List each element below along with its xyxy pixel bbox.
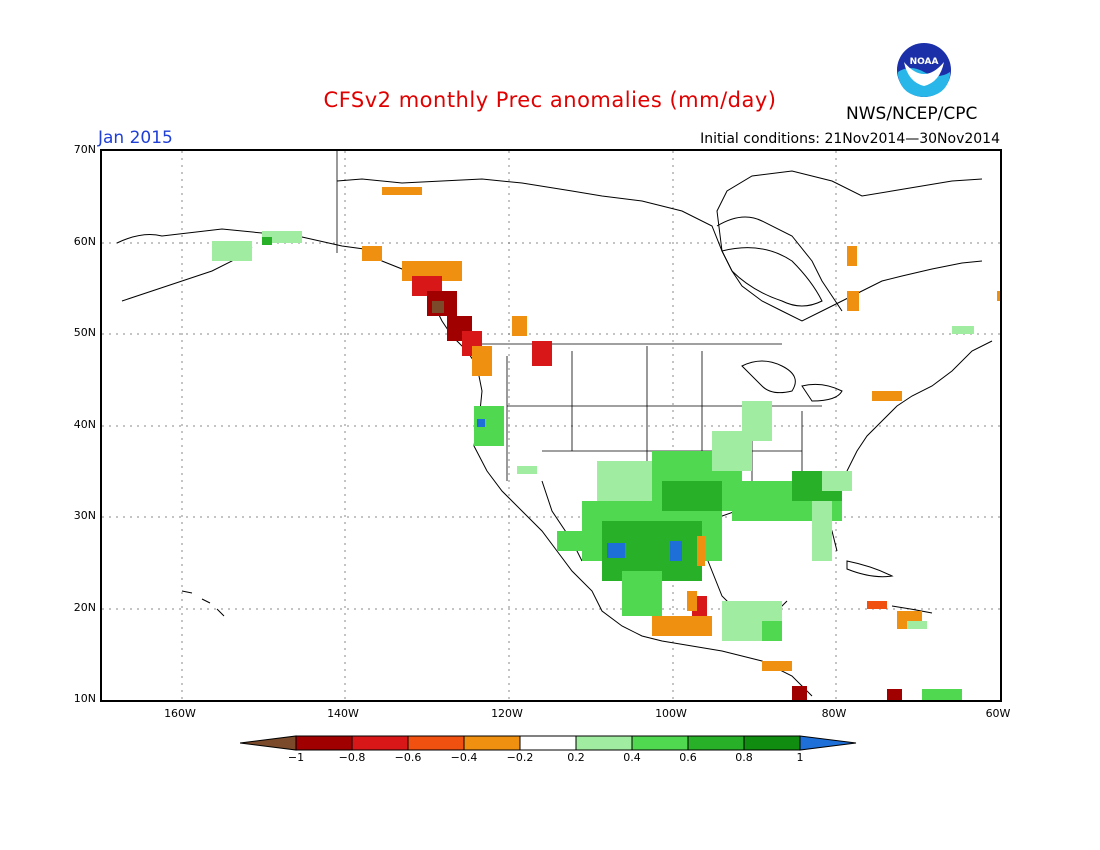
lat-label-50n: 50N: [73, 326, 96, 339]
lon-label-60w: 60W: [985, 707, 1011, 720]
legend-arrow-high: [799, 735, 857, 751]
legend-tick-label: −0.4: [450, 751, 478, 764]
svg-text:NOAA: NOAA: [910, 57, 939, 67]
lat-label-70n: 70N: [73, 143, 96, 156]
legend-swatch: [687, 735, 745, 751]
legend-tick-label: 1: [796, 751, 804, 764]
legend-arrow-low: [240, 735, 297, 751]
legend-tick-label: 0.8: [735, 751, 753, 764]
lon-label-100w: 100W: [655, 707, 687, 720]
legend-swatch: [463, 735, 521, 751]
color-legend: [240, 735, 857, 751]
legend-tick-label: −0.6: [394, 751, 422, 764]
lon-label-120w: 120W: [491, 707, 523, 720]
legend-tick-label: 0.4: [623, 751, 641, 764]
legend-swatch: [407, 735, 465, 751]
legend-swatch: [631, 735, 689, 751]
legend-tick-label: 0.6: [679, 751, 697, 764]
map-title: CFSv2 monthly Prec anomalies (mm/day): [323, 88, 777, 112]
anomaly-cells: [212, 187, 1000, 700]
agency-label: NWS/NCEP/CPC: [846, 104, 978, 124]
gridlines: [102, 151, 1000, 700]
lat-label-30n: 30N: [73, 509, 96, 522]
legend-swatch: [351, 735, 409, 751]
lat-label-40n: 40N: [73, 418, 96, 431]
legend-tick-label: −0.8: [338, 751, 366, 764]
lon-label-160w: 160W: [164, 707, 196, 720]
legend-swatch: [575, 735, 633, 751]
initial-conditions: Initial conditions: 21Nov2014—30Nov2014: [700, 131, 1000, 147]
map-canvas: [102, 151, 1000, 700]
legend-tick-label: 0.2: [567, 751, 585, 764]
map-panel: [100, 149, 1002, 702]
noaa-logo: NOAA: [897, 43, 951, 97]
lon-label-80w: 80W: [821, 707, 847, 720]
lat-label-60n: 60N: [73, 235, 96, 248]
legend-tick-label: −0.2: [506, 751, 534, 764]
lat-label-10n: 10N: [73, 692, 96, 705]
legend-tick-label: −1: [287, 751, 305, 764]
legend-swatch: [295, 735, 353, 751]
lat-label-20n: 20N: [73, 601, 96, 614]
lon-label-140w: 140W: [327, 707, 359, 720]
legend-swatch: [743, 735, 801, 751]
forecast-month: Jan 2015: [98, 128, 173, 148]
legend-swatch: [519, 735, 577, 751]
